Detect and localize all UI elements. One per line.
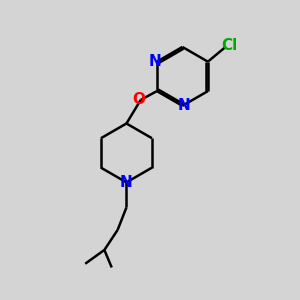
- Text: O: O: [133, 92, 146, 107]
- Text: Cl: Cl: [221, 38, 237, 53]
- Text: N: N: [178, 98, 190, 113]
- Text: N: N: [120, 175, 133, 190]
- Text: N: N: [149, 54, 162, 69]
